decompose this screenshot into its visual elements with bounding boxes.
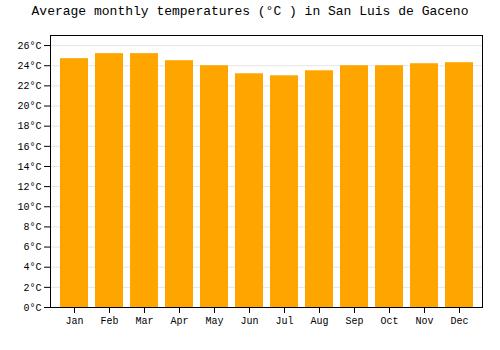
svg-text:May: May (205, 316, 223, 327)
html-text:Average monthly temperatures (: Average monthly temperatures (°C ) in Sa… (31, 4, 469, 19)
svg-text:22°C: 22°C (17, 81, 41, 92)
svg-text:Oct: Oct (380, 316, 398, 327)
svg-text:Sep: Sep (345, 316, 363, 327)
svg-text:14°C: 14°C (17, 162, 41, 173)
svg-text:12°C: 12°C (17, 182, 41, 193)
svg-text:Jun: Jun (240, 316, 258, 327)
svg-text:Nov: Nov (415, 316, 433, 327)
svg-text:18°C: 18°C (17, 121, 41, 132)
svg-text:8°C: 8°C (23, 222, 41, 233)
svg-text:Jul: Jul (275, 316, 293, 327)
svg-text:2°C: 2°C (23, 283, 41, 294)
svg-text:Mar: Mar (135, 316, 153, 327)
svg-text:6°C: 6°C (23, 242, 41, 253)
svg-text:4°C: 4°C (23, 262, 41, 273)
svg-text:Jan: Jan (65, 316, 83, 327)
svg-text:0°C: 0°C (23, 303, 41, 314)
svg-text:16°C: 16°C (17, 142, 41, 153)
svg-text:10°C: 10°C (17, 202, 41, 213)
svg-text:Aug: Aug (310, 316, 328, 327)
svg-text:Dec: Dec (450, 316, 468, 327)
svg-text:20°C: 20°C (17, 101, 41, 112)
svg-text:Feb: Feb (100, 316, 118, 327)
svg-text:Apr: Apr (170, 316, 188, 327)
svg-text:26°C: 26°C (17, 41, 41, 52)
svg-text:24°C: 24°C (17, 61, 41, 72)
